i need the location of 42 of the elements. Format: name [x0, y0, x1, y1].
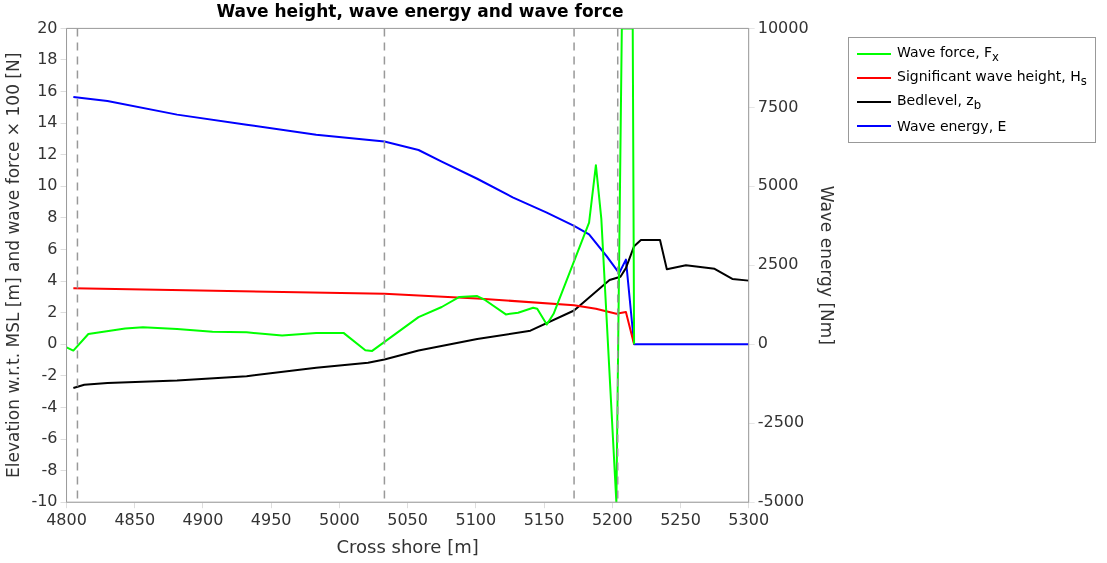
- x-tick-label: 5150: [523, 509, 565, 529]
- y-tick-label: 8: [47, 207, 58, 227]
- legend-label: Significant wave height, H$_{s}$: [897, 68, 1087, 88]
- y-tick-label: 18: [37, 49, 58, 69]
- x-tick-label: 5200: [591, 509, 633, 529]
- x-tick-label: 5050: [387, 509, 428, 529]
- x-tick-label: 4800: [46, 509, 87, 529]
- y-tick-label: 2: [47, 301, 58, 321]
- y-tick-label: 20: [37, 17, 58, 37]
- y2-tick-label: -5000: [757, 491, 805, 511]
- x-tick-label: 5250: [660, 509, 701, 529]
- y-tick-label: -4: [41, 396, 58, 416]
- y2-tick-label: -2500: [757, 412, 805, 432]
- y-tick-label: -10: [31, 491, 58, 511]
- y2-tick-label: 0: [757, 333, 768, 353]
- x-tick-label: 5300: [728, 509, 770, 529]
- x-tick-label: 4850: [114, 509, 156, 529]
- y2-tick-label: 10000: [757, 17, 809, 37]
- y-tick-label: 14: [37, 112, 58, 132]
- x-tick-label: 5100: [455, 509, 497, 529]
- x-axis-title: Cross shore [m]: [336, 535, 479, 557]
- x-tick-label: 5000: [319, 509, 360, 529]
- legend-label: Bedlevel, z$_{b}$: [897, 92, 982, 112]
- x-tick-label: 4950: [250, 509, 292, 529]
- chart-title: Wave height, wave energy and wave force: [216, 0, 624, 21]
- y2-tick-label: 7500: [757, 96, 799, 116]
- y-tick-label: -6: [41, 428, 58, 448]
- y2-axis-title: Wave energy [Nm]: [817, 185, 838, 345]
- legend-label: Wave energy, E: [897, 118, 1007, 134]
- y-tick-label: -2: [41, 365, 58, 385]
- y2-tick-label: 2500: [757, 254, 799, 274]
- y-tick-label: 10: [37, 175, 58, 195]
- y-tick-label: 4: [47, 270, 58, 290]
- y2-tick-label: 5000: [757, 175, 799, 195]
- legend-label: Wave force, F$_{x}$: [897, 44, 999, 64]
- y-tick-label: 6: [47, 238, 58, 258]
- y-tick-label: 12: [37, 143, 58, 163]
- y-tick-label: -8: [41, 459, 58, 479]
- y-axis-title: Elevation w.r.t. MSL [m] and wave force × 100 [N]: [2, 52, 23, 478]
- y-tick-label: 16: [37, 80, 58, 100]
- x-tick-label: 4900: [182, 509, 224, 529]
- y-tick-label: 0: [47, 333, 58, 353]
